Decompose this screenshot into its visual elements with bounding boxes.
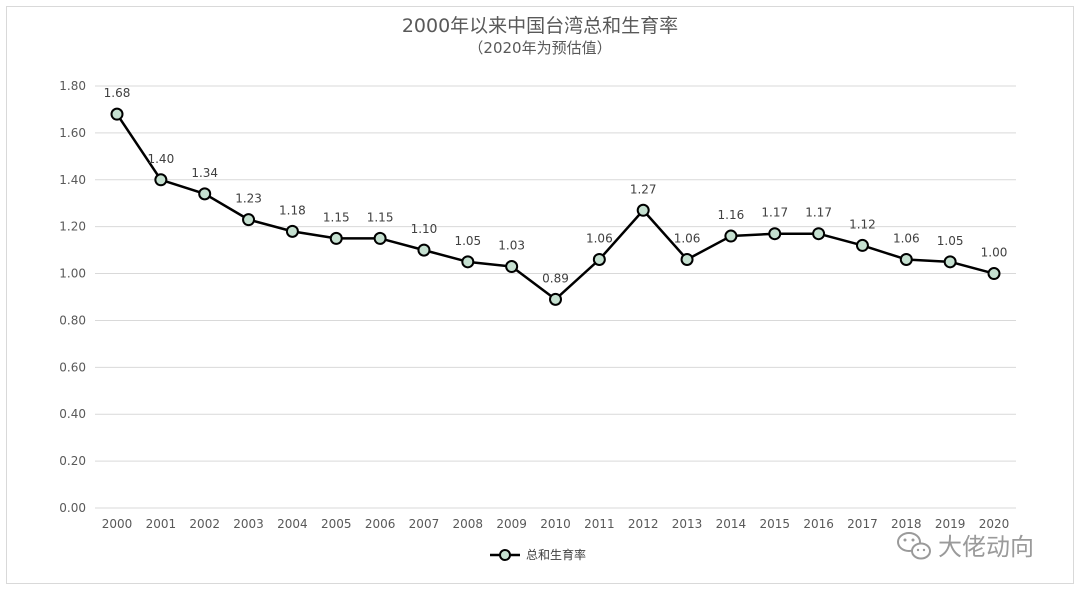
x-tick-label: 2001 (146, 517, 177, 531)
y-tick-label: 0.40 (59, 407, 86, 421)
legend-label: 总和生育率 (526, 547, 586, 562)
chart-frame (6, 6, 1074, 584)
data-label: 1.34 (191, 166, 218, 180)
data-point (329, 231, 343, 245)
data-point (154, 173, 168, 187)
x-tick-label: 2017 (847, 517, 878, 531)
watermark-text: 大佬动向 (938, 533, 1034, 561)
x-tick-label: 2018 (891, 517, 922, 531)
y-tick-label: 1.00 (59, 267, 86, 281)
data-point (505, 260, 519, 274)
chart-title: 2000年以来中国台湾总和生育率 (402, 15, 678, 37)
y-axis-ticks: 0.00 0.20 0.40 0.60 0.80 1.00 1.20 1.40 1.60 1.80 (59, 79, 86, 515)
x-tick-label: 2020 (979, 517, 1010, 531)
data-label: 1.17 (761, 206, 788, 220)
y-tick-label: 0.00 (59, 501, 86, 515)
x-axis-ticks: 2000 2001 2002 2003 2004 2005 2006 2007 2008 2009… (102, 517, 1010, 531)
legend: 总和生育率 (490, 547, 586, 562)
grid-lines (95, 85, 1016, 509)
x-tick-label: 2019 (935, 517, 966, 531)
data-label: 1.40 (147, 152, 174, 166)
data-label: 1.15 (323, 210, 350, 224)
data-point (417, 243, 431, 257)
x-tick-label: 2014 (716, 517, 747, 531)
x-tick-label: 2010 (540, 517, 571, 531)
data-point (461, 255, 475, 269)
wechat-icon (897, 532, 931, 560)
data-point (285, 224, 299, 238)
x-tick-label: 2004 (277, 517, 308, 531)
data-label: 1.05 (937, 234, 964, 248)
y-tick-label: 1.40 (59, 173, 86, 187)
y-tick-label: 1.20 (59, 220, 86, 234)
data-label: 1.68 (104, 86, 131, 100)
data-label: 1.12 (849, 217, 876, 231)
x-tick-label: 2012 (628, 517, 659, 531)
x-tick-label: 2011 (584, 517, 615, 531)
chart-subtitle: （2020年为预估值） (468, 39, 611, 57)
data-point (987, 267, 1001, 281)
data-label: 1.06 (893, 231, 920, 245)
x-tick-label: 2002 (189, 517, 220, 531)
data-label: 1.17 (805, 206, 832, 220)
y-tick-label: 0.60 (59, 360, 86, 374)
data-point (549, 292, 562, 306)
x-tick-label: 2006 (365, 517, 396, 531)
x-tick-label: 2009 (496, 517, 527, 531)
data-point (636, 203, 650, 217)
data-label: 1.23 (235, 192, 262, 206)
data-point (899, 252, 913, 266)
data-point (768, 227, 782, 241)
y-tick-label: 0.80 (59, 313, 86, 327)
data-label: 1.27 (630, 182, 657, 196)
x-tick-label: 2007 (409, 517, 440, 531)
data-point (198, 187, 212, 201)
data-point (680, 252, 694, 266)
legend-marker (499, 549, 511, 561)
data-label: 1.18 (279, 203, 306, 217)
data-label: 1.16 (718, 208, 745, 222)
data-point (855, 238, 869, 252)
y-tick-label: 1.80 (59, 79, 86, 93)
x-tick-label: 2016 (803, 517, 834, 531)
data-point (242, 213, 256, 227)
data-point (943, 255, 957, 269)
data-point (110, 107, 124, 121)
x-tick-label: 2015 (759, 517, 790, 531)
x-tick-label: 2005 (321, 517, 352, 531)
data-point (592, 252, 606, 266)
x-tick-label: 2013 (672, 517, 703, 531)
data-point (724, 229, 738, 243)
data-label: 1.00 (981, 246, 1008, 260)
x-tick-label: 2000 (102, 517, 133, 531)
data-point (812, 227, 826, 241)
data-label: 1.03 (498, 239, 525, 253)
data-labels: 1.68 1.40 1.34 1.23 1.18 1.15 1.15 1.10 1.05 1.03… (104, 86, 1008, 285)
series-layer (110, 107, 1001, 306)
watermark: 大佬动向 (897, 532, 1034, 561)
y-tick-label: 1.60 (59, 126, 86, 140)
x-tick-label: 2008 (453, 517, 484, 531)
data-label: 1.05 (454, 234, 481, 248)
data-label: 1.10 (411, 222, 438, 236)
x-tick-label: 2003 (233, 517, 264, 531)
data-label: 0.89 (542, 271, 569, 285)
data-point (373, 231, 387, 245)
y-tick-label: 0.20 (59, 454, 86, 468)
data-label: 1.15 (367, 210, 394, 224)
data-label: 1.06 (674, 231, 701, 245)
data-label: 1.06 (586, 231, 613, 245)
